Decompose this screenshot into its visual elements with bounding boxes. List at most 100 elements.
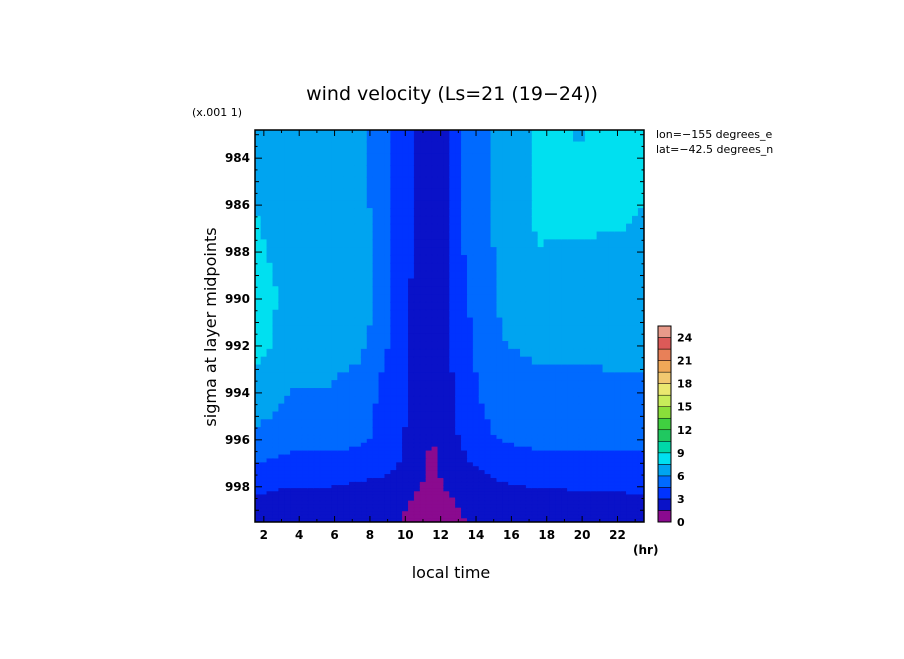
contour-cell — [372, 325, 380, 335]
contour-cell — [502, 278, 510, 288]
contour-cell — [325, 223, 333, 233]
contour-cell — [337, 411, 345, 421]
contour-cell — [484, 223, 492, 233]
contour-cell — [425, 141, 433, 155]
contour-cell — [349, 372, 356, 382]
contour-cell — [437, 411, 445, 421]
contour-cell — [266, 208, 274, 217]
contour-cell — [384, 254, 392, 264]
contour-cell — [296, 247, 303, 256]
contour-cell — [272, 176, 280, 190]
contour-cell — [614, 372, 622, 382]
contour-cell — [284, 427, 292, 436]
contour-cell — [543, 254, 551, 264]
contour-cell — [284, 262, 292, 272]
contour-cell — [343, 419, 351, 429]
contour-cell — [301, 165, 309, 178]
contour-cell — [331, 215, 339, 225]
contour-cell — [590, 364, 598, 374]
contour-cell — [543, 141, 551, 155]
contour-cell — [431, 333, 439, 343]
contour-cell — [408, 419, 415, 429]
contour-cell — [378, 309, 386, 319]
contour-cell — [378, 372, 386, 382]
contour-cell — [390, 403, 398, 413]
contour-cell — [555, 200, 563, 210]
contour-cell — [573, 309, 580, 319]
contour-cell — [296, 325, 303, 335]
contour-cell — [349, 231, 356, 241]
contour-cell — [514, 247, 522, 256]
contour-cell — [437, 176, 445, 190]
contour-cell — [255, 231, 262, 241]
contour-cell — [573, 254, 580, 264]
contour-cell — [354, 215, 362, 225]
contour-cell — [461, 411, 468, 421]
contour-cell — [478, 200, 486, 210]
contour-cell — [307, 341, 315, 350]
contour-cell — [614, 427, 622, 436]
contour-cell — [360, 188, 368, 202]
contour-cell — [296, 208, 303, 217]
contour-cell — [343, 254, 351, 264]
contour-cell — [549, 380, 557, 390]
contour-cell — [496, 301, 504, 311]
contour-cell — [419, 200, 427, 210]
contour-cell — [266, 301, 274, 311]
contour-cell — [561, 341, 569, 350]
contour-cell — [455, 356, 463, 366]
contour-cell — [278, 188, 286, 202]
contour-cell — [520, 364, 527, 374]
contour-cell — [531, 364, 539, 374]
contour-cell — [626, 395, 634, 405]
contour-cell — [573, 427, 580, 436]
contour-cell — [372, 231, 380, 241]
contour-cell — [343, 333, 351, 343]
contour-cell — [402, 254, 410, 264]
contour-cell — [307, 356, 315, 366]
contour-cell — [296, 348, 303, 358]
contour-cell — [514, 419, 522, 429]
contour-cell — [402, 309, 410, 319]
contour-cell — [531, 215, 539, 225]
contour-cell — [614, 247, 622, 256]
contour-cell — [384, 356, 392, 366]
contour-cell — [255, 130, 262, 143]
contour-cell — [378, 301, 386, 311]
contour-cell — [437, 309, 445, 319]
contour-cell — [290, 388, 298, 397]
contour-cell — [537, 215, 545, 225]
x-axis-label: local time — [412, 563, 491, 582]
contour-cell — [555, 130, 563, 143]
contour-cell — [508, 380, 516, 390]
contour-cell — [296, 239, 303, 249]
contour-cell — [325, 341, 333, 350]
contour-cell — [602, 286, 610, 296]
contour-cell — [496, 403, 504, 413]
contour-cell — [307, 188, 315, 202]
contour-cell — [472, 223, 480, 233]
contour-cell — [272, 388, 280, 397]
contour-cell — [608, 231, 616, 241]
contour-cell — [561, 188, 569, 202]
contour-cell — [272, 188, 280, 202]
contour-cell — [290, 380, 298, 390]
contour-cell — [484, 286, 492, 296]
contour-cell — [360, 247, 368, 256]
contour-cell — [496, 270, 504, 280]
contour-cell — [514, 380, 522, 390]
contour-cell — [278, 223, 286, 233]
contour-cell — [331, 380, 339, 390]
contour-cell — [413, 254, 421, 264]
contour-cell — [578, 239, 586, 249]
contour-cell — [531, 333, 539, 343]
contour-cell — [466, 333, 474, 343]
contour-cell — [366, 325, 374, 335]
contour-cell — [354, 348, 362, 358]
contour-cell — [543, 411, 551, 421]
contour-cell — [354, 309, 362, 319]
contour-cell — [360, 372, 368, 382]
contour-cell — [343, 411, 351, 421]
contour-cell — [520, 247, 527, 256]
contour-cell — [490, 165, 498, 178]
